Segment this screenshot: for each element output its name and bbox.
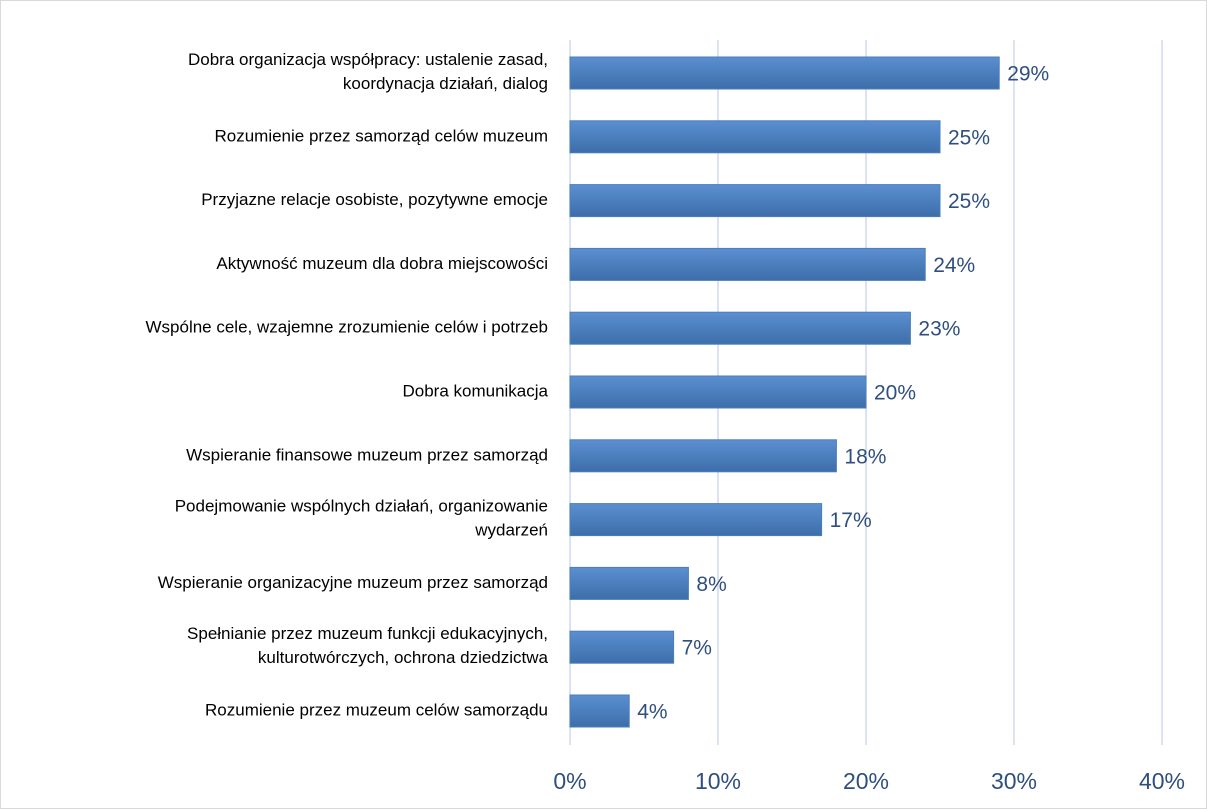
value-label: 4%	[637, 701, 667, 724]
category-label: Dobra organizacja współpracy: ustalenie …	[188, 50, 548, 93]
x-tick-label: 20%	[843, 768, 889, 794]
x-tick-label: 10%	[695, 768, 741, 794]
x-tick-label: 0%	[553, 768, 586, 794]
value-label: 29%	[1007, 63, 1049, 86]
value-label: 8%	[696, 573, 726, 596]
value-label: 25%	[948, 190, 990, 213]
value-label: 23%	[918, 318, 960, 341]
category-label: Rozumienie przez muzeum celów samorządu	[205, 700, 548, 719]
bar	[569, 566, 689, 600]
bar	[569, 694, 630, 728]
x-tick-label: 40%	[1139, 768, 1185, 794]
category-label: Wspieranie finansowe muzeum przez samorz…	[186, 445, 548, 464]
value-label: 17%	[830, 509, 872, 532]
bar	[569, 630, 675, 664]
category-label: Aktywność muzeum dla dobra miejscowości	[216, 254, 548, 273]
category-label: Spełnianie przez muzeum funkcji edukacyj…	[187, 625, 549, 668]
bar	[569, 56, 1000, 90]
category-label: Dobra komunikacja	[402, 381, 548, 400]
category-label: Przyjazne relacje osobiste, pozytywne em…	[201, 190, 548, 209]
bar	[569, 439, 837, 473]
category-label: Wspólne cele, wzajemne zrozumienie celów…	[145, 318, 548, 337]
value-label: 20%	[874, 382, 916, 405]
x-tick-label: 30%	[991, 768, 1037, 794]
bar	[569, 247, 926, 281]
bar	[569, 375, 867, 409]
bar	[569, 503, 823, 537]
value-label: 18%	[844, 445, 886, 468]
category-label: Rozumienie przez samorząd celów muzeum	[214, 126, 548, 145]
category-label: Wspieranie organizacyjne muzeum przez sa…	[158, 573, 548, 592]
bar	[569, 311, 911, 345]
value-label: 24%	[933, 254, 975, 277]
bar	[569, 184, 941, 218]
value-label: 7%	[682, 637, 712, 660]
value-label: 25%	[948, 126, 990, 149]
category-label: Podejmowanie wspólnych działań, organizo…	[175, 497, 548, 540]
bar	[569, 120, 941, 154]
